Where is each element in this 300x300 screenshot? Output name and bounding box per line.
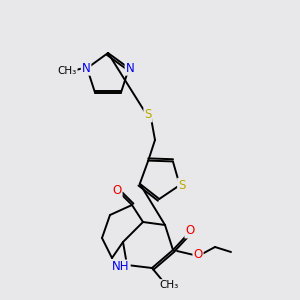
Text: CH₃: CH₃ bbox=[58, 66, 77, 76]
Text: O: O bbox=[185, 224, 195, 238]
Text: NH: NH bbox=[112, 260, 130, 274]
Text: S: S bbox=[178, 179, 185, 192]
Text: N: N bbox=[82, 62, 91, 75]
Text: O: O bbox=[112, 184, 122, 196]
Text: N: N bbox=[125, 62, 134, 75]
Text: O: O bbox=[194, 248, 202, 262]
Text: S: S bbox=[144, 109, 152, 122]
Text: CH₃: CH₃ bbox=[159, 280, 178, 290]
